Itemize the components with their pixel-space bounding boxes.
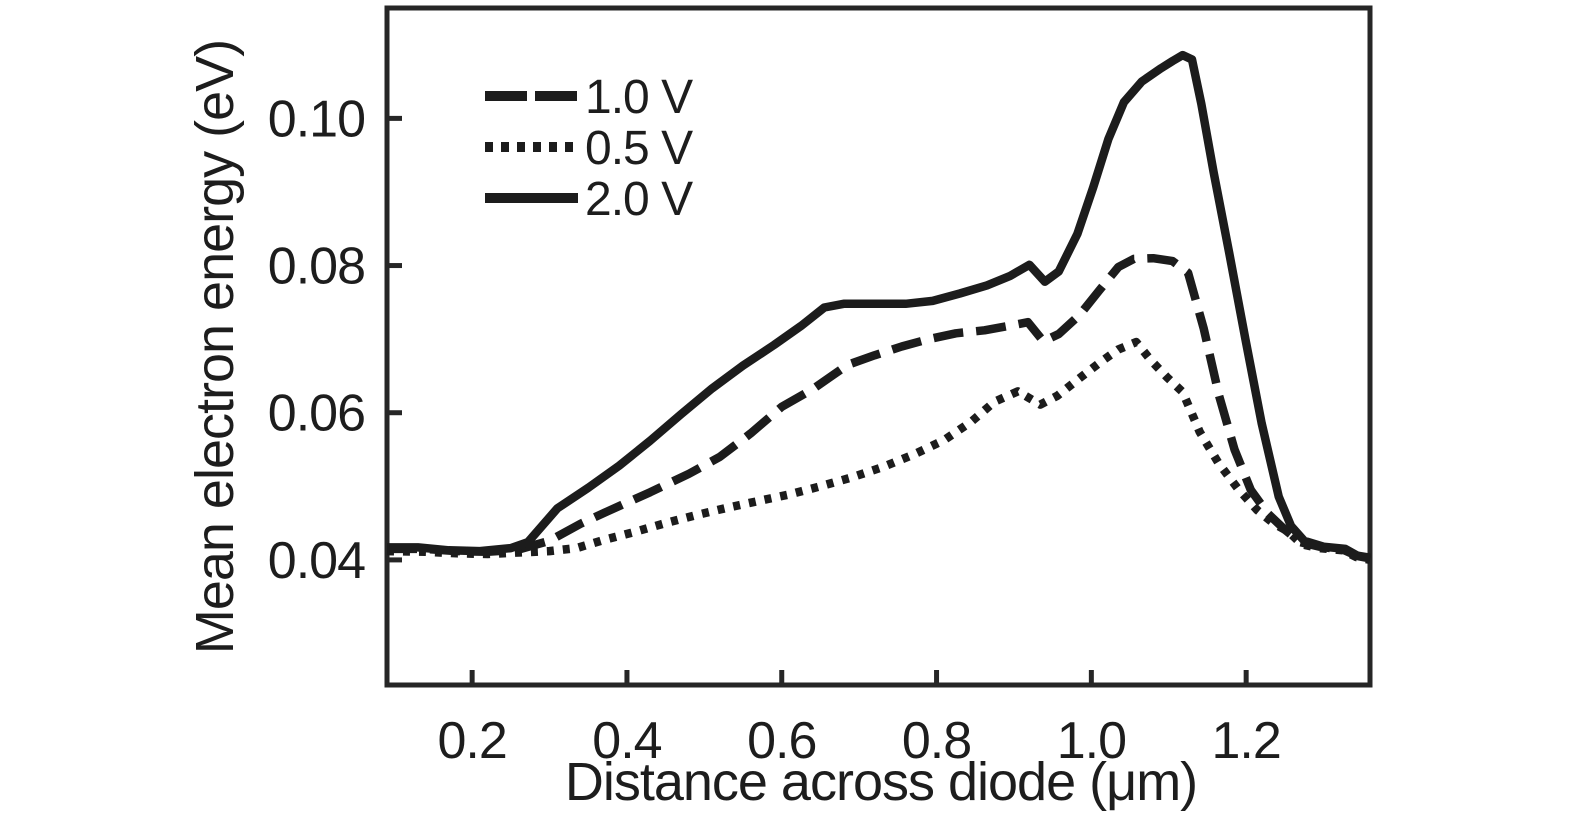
y-tick-label: 0.04 [268,532,365,590]
x-tick-label: 0.4 [592,712,661,770]
x-tick-label: 1.2 [1212,712,1281,770]
y-tick-label: 0.08 [268,238,365,296]
legend-label-0.5V: 0.5 V [585,122,693,175]
curve-2.0V [387,50,1371,563]
y-axis-title: Mean electron energy (eV) [185,40,245,654]
y-tick-label: 0.10 [268,90,365,148]
x-tick-label: 0.8 [902,712,971,770]
curve-1.0V [387,253,1371,562]
y-tick-label: 0.06 [268,385,365,443]
x-axis: 0.2 0.4 0.6 0.8 1.0 1.2 [437,670,1282,770]
data-series-curves [386,50,1371,565]
y-axis: 0.04 0.06 0.08 0.10 [268,90,402,590]
x-axis-title: Distance across diode (μm) [565,752,1197,812]
curve-0.5V [386,337,1371,565]
legend-label-2.0V: 2.0 V [585,173,693,226]
legend: 1.0 V 0.5 V 2.0 V [485,71,694,226]
plot-border [384,5,1373,688]
x-tick-label: 1.0 [1057,712,1126,770]
x-tick-label: 0.6 [747,712,816,770]
x-tick-label: 0.2 [437,712,506,770]
legend-label-1.0V: 1.0 V [585,71,693,124]
